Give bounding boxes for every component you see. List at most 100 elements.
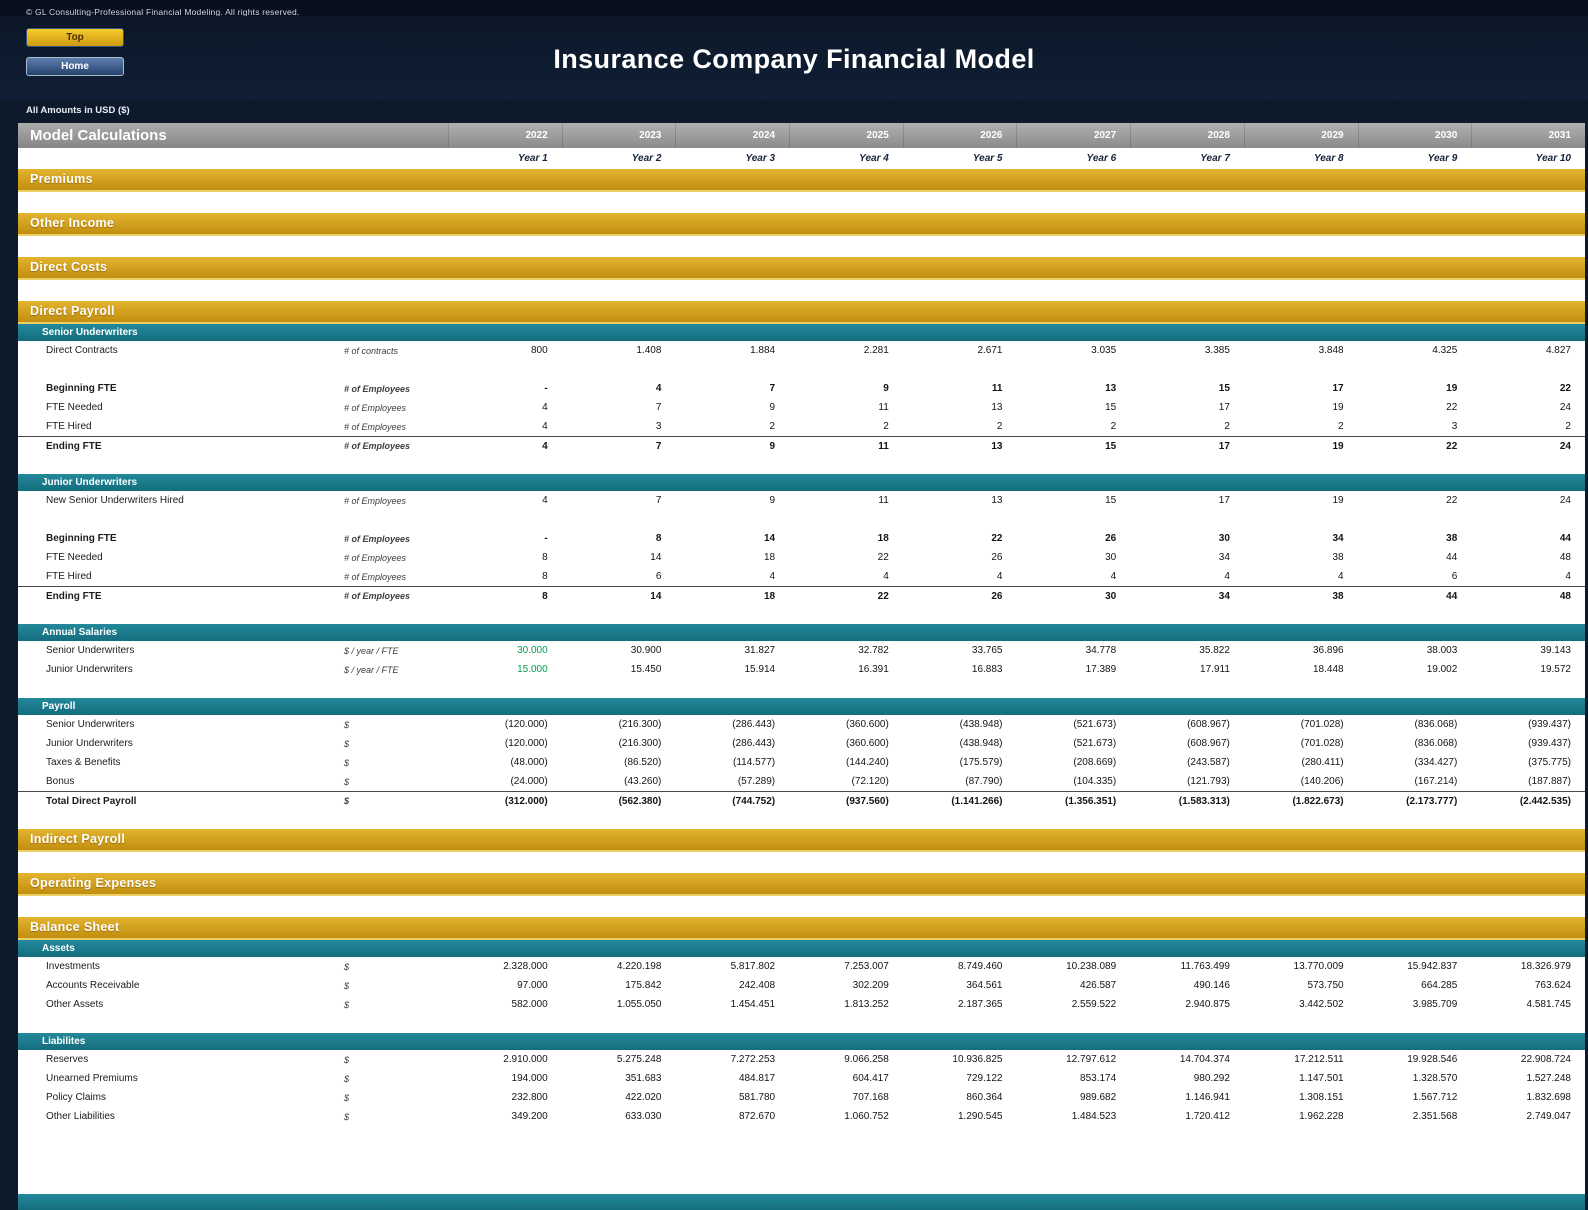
row-label[interactable]: Bonus <box>46 776 75 787</box>
section-header-other-income[interactable]: Other Income <box>18 213 1585 236</box>
cell-value[interactable]: (167.214) <box>1414 776 1458 787</box>
cell-value[interactable]: 26 <box>1105 533 1117 544</box>
cell-value[interactable]: 422.020 <box>625 1092 662 1103</box>
cell-value[interactable]: 1.328.570 <box>1412 1073 1458 1084</box>
row-unit[interactable]: # of Employees <box>344 591 411 601</box>
cell-value[interactable]: 19 <box>1332 440 1344 452</box>
cell-value[interactable]: 4 <box>655 383 662 394</box>
cell-value[interactable]: (187.887) <box>1528 776 1571 787</box>
row-unit[interactable]: # of Employees <box>344 421 407 432</box>
cell-value[interactable]: 13.770.009 <box>1293 961 1344 972</box>
cell-value[interactable]: 7 <box>655 495 662 506</box>
cell-value[interactable]: 38 <box>1332 552 1344 563</box>
row-unit[interactable]: $ <box>344 719 350 730</box>
cell-value[interactable]: (438.948) <box>959 738 1003 749</box>
year-label-cell[interactable]: Year 7 <box>1200 153 1230 164</box>
cell-value[interactable]: (2.173.777) <box>1406 795 1458 807</box>
cell-value[interactable]: 4.325 <box>1432 345 1458 356</box>
cell-value[interactable]: 1.720.412 <box>1185 1111 1230 1122</box>
year-header-cell[interactable]: 2023 <box>561 123 676 148</box>
cell-value[interactable]: 22 <box>991 533 1003 544</box>
cell-value[interactable]: 242.408 <box>738 980 776 991</box>
cell-value[interactable]: 11.763.499 <box>1180 961 1230 972</box>
cell-value[interactable]: 34 <box>1218 552 1230 563</box>
cell-value[interactable]: 18 <box>877 533 889 544</box>
year-header-cell[interactable]: 2026 <box>902 123 1017 148</box>
cell-value[interactable]: 18.326.979 <box>1520 961 1571 972</box>
cell-value[interactable]: 4 <box>769 571 776 582</box>
cell-value[interactable]: 4 <box>542 402 548 413</box>
cell-value[interactable]: 17.212.511 <box>1294 1054 1344 1065</box>
cell-value[interactable]: (144.240) <box>845 757 889 768</box>
cell-value[interactable]: 32.782 <box>858 645 889 656</box>
cell-value[interactable]: 4.220.198 <box>616 961 662 972</box>
cell-value[interactable]: 2 <box>996 421 1003 432</box>
row-label[interactable]: Unearned Premiums <box>46 1073 138 1084</box>
cell-value[interactable]: (360.600) <box>845 719 889 730</box>
cell-value[interactable]: 44 <box>1446 552 1458 563</box>
cell-value[interactable]: 33.765 <box>971 645 1003 656</box>
cell-value[interactable]: (86.520) <box>624 757 662 768</box>
row-unit[interactable]: # of Employees <box>344 571 407 582</box>
cell-value[interactable]: 17 <box>1218 495 1230 506</box>
cell-value[interactable]: (521.673) <box>1073 738 1117 749</box>
cell-value[interactable]: 5.817.802 <box>730 961 776 972</box>
row-label[interactable]: Total Direct Payroll <box>46 795 137 807</box>
row-unit[interactable]: $ <box>344 757 350 768</box>
cell-value[interactable]: 1.484.523 <box>1071 1111 1117 1122</box>
cell-value[interactable]: (360.600) <box>845 738 889 749</box>
cell-value[interactable]: (1.141.266) <box>951 795 1003 807</box>
cell-value[interactable]: 2.940.875 <box>1185 999 1230 1010</box>
cell-value[interactable]: 989.682 <box>1080 1092 1117 1103</box>
cell-value[interactable]: 30 <box>1105 552 1117 563</box>
cell-value[interactable]: 11 <box>878 440 889 452</box>
cell-value[interactable]: (701.028) <box>1300 738 1344 749</box>
cell-value[interactable]: 490.146 <box>1193 980 1230 991</box>
row-unit[interactable]: # of Employees <box>344 383 411 394</box>
cell-value[interactable]: 6 <box>1451 571 1458 582</box>
cell-value[interactable]: 13 <box>1105 383 1117 394</box>
cell-value[interactable]: 4 <box>883 571 889 582</box>
year-label-cell[interactable]: Year 9 <box>1427 153 1458 164</box>
cell-value[interactable]: 13 <box>991 495 1003 506</box>
cell-value[interactable]: 34 <box>1218 590 1230 602</box>
section-header-direct-costs[interactable]: Direct Costs <box>18 257 1585 280</box>
year-label-cell[interactable]: Year 10 <box>1535 153 1571 164</box>
row-unit[interactable]: # of Employees <box>344 495 407 506</box>
home-button[interactable]: Home <box>26 57 124 76</box>
year-label-cell[interactable]: Year 8 <box>1313 153 1344 164</box>
cell-value[interactable]: 2 <box>1224 421 1230 432</box>
cell-value[interactable]: 7.272.253 <box>730 1054 776 1065</box>
cell-value[interactable]: 9 <box>769 440 776 452</box>
cell-value[interactable]: 4.827 <box>1545 345 1571 356</box>
cell-value[interactable]: 30.900 <box>630 645 662 656</box>
row-unit[interactable]: $ <box>344 796 350 806</box>
cell-value[interactable]: 853.174 <box>1080 1073 1117 1084</box>
cell-value[interactable]: (140.206) <box>1300 776 1344 787</box>
cell-value[interactable]: 22 <box>877 552 889 563</box>
cell-value[interactable]: 10.936.825 <box>952 1054 1003 1065</box>
cell-value[interactable]: (1.356.351) <box>1065 795 1117 807</box>
year-header-cell[interactable]: 2028 <box>1130 123 1244 148</box>
cell-value[interactable]: 44 <box>1446 590 1458 602</box>
cell-value[interactable]: 2.559.522 <box>1071 999 1117 1010</box>
cell-value[interactable]: 16.883 <box>971 664 1003 675</box>
cell-value[interactable]: 8.749.460 <box>957 961 1003 972</box>
cell-value[interactable]: 2.328.000 <box>503 961 548 972</box>
cell-value[interactable]: (939.437) <box>1528 719 1571 730</box>
row-unit[interactable]: # of Employees <box>344 552 407 563</box>
cell-value[interactable]: 1.527.248 <box>1526 1073 1571 1084</box>
cell-value[interactable]: 31.827 <box>744 645 776 656</box>
row-label[interactable]: Junior Underwriters <box>46 738 133 749</box>
cell-value[interactable]: 4 <box>1224 571 1230 582</box>
cell-value[interactable]: 38.003 <box>1426 645 1458 656</box>
cell-value[interactable]: 302.209 <box>852 980 889 991</box>
row-label[interactable]: Senior Underwriters <box>46 645 135 656</box>
cell-value[interactable]: 763.624 <box>1534 980 1571 991</box>
cell-value[interactable]: 15 <box>1105 440 1117 452</box>
cell-value[interactable]: 4 <box>542 440 548 452</box>
cell-value[interactable]: 2.910.000 <box>503 1054 548 1065</box>
section-header-senior-underwriters[interactable]: Senior Underwriters <box>18 324 1585 341</box>
cell-value[interactable]: (114.577) <box>733 757 776 768</box>
cell-value[interactable]: 3.442.502 <box>1299 999 1344 1010</box>
